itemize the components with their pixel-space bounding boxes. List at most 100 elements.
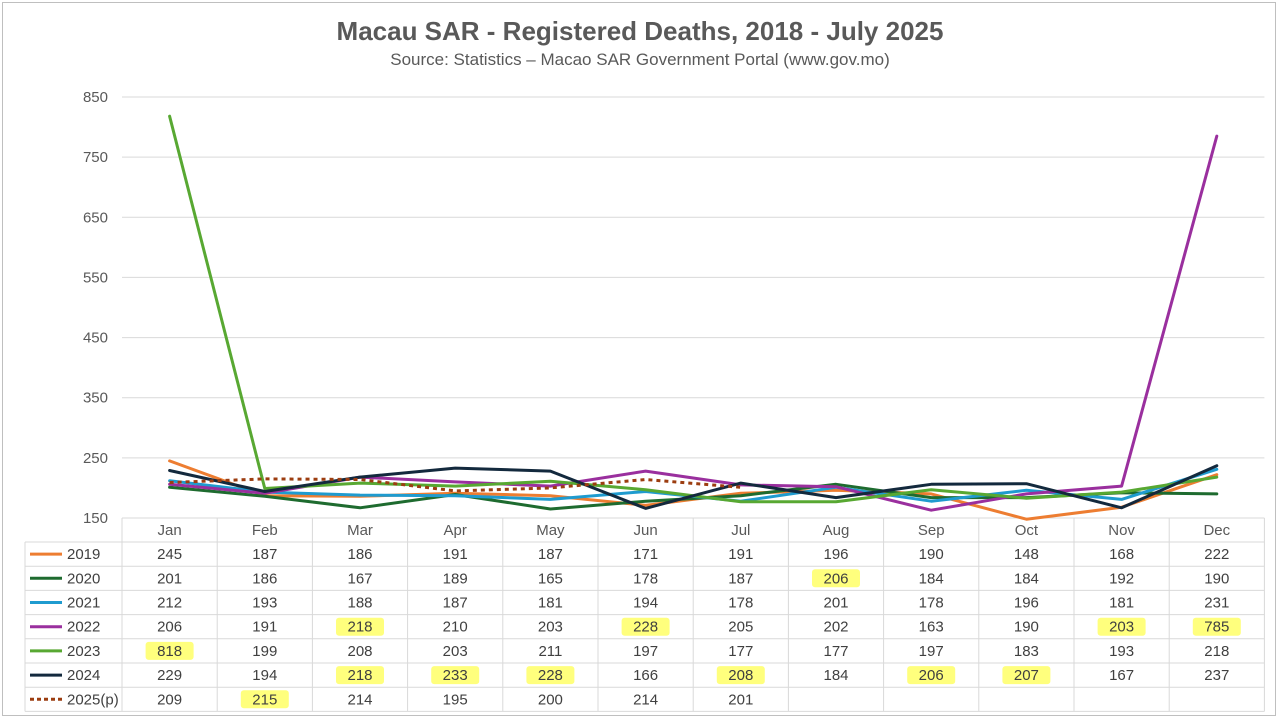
table-cell-value: 171: [633, 546, 658, 563]
table-cell-value: 199: [252, 643, 277, 660]
table-cell-value: 245: [157, 546, 182, 563]
table-cell-value: 165: [538, 570, 563, 587]
table-cell-value: 191: [443, 546, 468, 563]
table-cell-value: 201: [157, 570, 182, 587]
table-cell-value: 188: [347, 595, 372, 612]
table-cell-value: 218: [347, 619, 372, 636]
table-cell-value: 163: [919, 619, 944, 636]
y-tick-label: 450: [83, 330, 108, 347]
legend-label: 2019: [67, 546, 100, 563]
data-table: Jan Feb Mar Apr May Jun Jul Aug Sep Oct Nov Dec 2019…: [24, 518, 1265, 712]
y-tick-label: 250: [83, 450, 108, 467]
legend-label: 2020: [67, 570, 100, 587]
table-cell-value: 186: [347, 546, 372, 563]
table-cell-value: 148: [1014, 546, 1039, 563]
table-cell-value: 187: [538, 546, 563, 563]
table-cell-value: 191: [252, 619, 277, 636]
legend-label: 2025(p): [67, 691, 119, 708]
legend-label: 2021: [67, 595, 100, 612]
table-cell-value: 196: [1014, 595, 1039, 612]
table-cell-value: 228: [633, 619, 658, 636]
table-cell-value: 178: [919, 595, 944, 612]
y-tick-label: 850: [83, 89, 108, 106]
table-cell-value: 206: [157, 619, 182, 636]
table-cell-value: 208: [728, 667, 753, 684]
x-category-label: Jan: [158, 522, 182, 539]
chart-subtitle: Source: Statistics – Macao SAR Governmen…: [390, 50, 890, 69]
value-highlight: [526, 666, 575, 685]
table-cell-value: 202: [823, 619, 848, 636]
table-cell-value: 212: [157, 595, 182, 612]
table-cell-value: 190: [919, 546, 944, 563]
value-highlight: [145, 641, 194, 660]
gridlines: [122, 96, 1265, 519]
table-cell-value: 229: [157, 667, 182, 684]
x-category-label: Aug: [823, 522, 850, 539]
table-cell-value: 167: [1109, 667, 1134, 684]
table-cell-value: 203: [538, 619, 563, 636]
table-cell-value: 187: [728, 570, 753, 587]
table-cell-value: 183: [1014, 643, 1039, 660]
table-cell-value: 197: [633, 643, 658, 660]
table-cell-value: 168: [1109, 546, 1134, 563]
table-cell-value: 203: [1109, 619, 1134, 636]
table-cell-value: 231: [1204, 595, 1229, 612]
table-cell-value: 200: [538, 691, 563, 708]
x-category-label: Jun: [634, 522, 658, 539]
table-cell-value: 184: [919, 570, 944, 587]
table-cell-value: 201: [823, 595, 848, 612]
table-cell-value: 178: [633, 570, 658, 587]
x-category-label: May: [536, 522, 565, 539]
table-cell-value: 194: [633, 595, 658, 612]
value-highlight: [907, 666, 956, 685]
table-cell-value: 184: [1014, 570, 1039, 587]
table-cell-value: 190: [1204, 570, 1229, 587]
table-cell-value: 206: [823, 570, 848, 587]
table-cell-value: 189: [443, 570, 468, 587]
y-tick-label: 650: [83, 209, 108, 226]
table-cell-value: 186: [252, 570, 277, 587]
table-cell-value: 218: [1204, 643, 1229, 660]
table-cell-value: 209: [157, 691, 182, 708]
table-cell-value: 192: [1109, 570, 1134, 587]
table-cell-value: 177: [728, 643, 753, 660]
table-cell-value: 228: [538, 667, 563, 684]
table-cell-value: 184: [823, 667, 848, 684]
table-cell-value: 218: [347, 667, 372, 684]
value-highlight: [336, 617, 384, 636]
table-cell-value: 206: [919, 667, 944, 684]
table-cell-value: 201: [728, 691, 753, 708]
legend-label: 2022: [67, 619, 100, 636]
x-category-label: Feb: [252, 522, 278, 539]
table-cell-value: 818: [157, 643, 182, 660]
table-cell-value: 222: [1204, 546, 1229, 563]
legend-label: 2023: [67, 643, 100, 660]
table-cell-value: 214: [347, 691, 372, 708]
series-line: [168, 114, 1219, 504]
series-line: [168, 464, 1219, 510]
table-cell-value: 166: [633, 667, 658, 684]
x-category-label: Dec: [1203, 522, 1230, 539]
value-highlight: [1002, 666, 1051, 685]
chart-title: Macau SAR - Registered Deaths, 2018 - Ju…: [336, 16, 944, 46]
series-lines: [168, 114, 1219, 521]
table-cell-value: 193: [1109, 643, 1134, 660]
table-cell-value: 178: [728, 595, 753, 612]
table-cell-value: 233: [443, 667, 468, 684]
value-highlight: [240, 690, 289, 709]
table-cell-value: 210: [443, 619, 468, 636]
value-highlight: [1097, 617, 1146, 636]
table-cell-value: 215: [252, 691, 277, 708]
table-cell-value: 190: [1014, 619, 1039, 636]
table-cell-value: 193: [252, 595, 277, 612]
x-category-label: Apr: [444, 522, 467, 539]
table-cell-value: 208: [347, 643, 372, 660]
table-cell-value: 196: [823, 546, 848, 563]
table-cell-value: 194: [252, 667, 277, 684]
x-category-label: Sep: [918, 522, 945, 539]
table-cell-value: 214: [633, 691, 658, 708]
y-axis-ticks: 150 250 350 450 550 650 750 850: [83, 89, 108, 527]
legend-label: 2024: [67, 667, 100, 684]
